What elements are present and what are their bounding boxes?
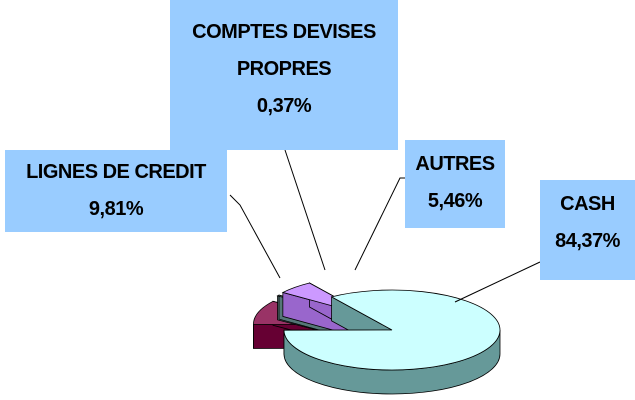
label-box: CASH 84,37% [540,180,635,280]
slice [283,289,501,395]
category-label: LIGNES DE CREDIT [26,161,206,183]
leader-line [284,149,326,271]
leader-line [354,177,408,271]
category-label: CASH [560,193,615,215]
value-label: 9,81% [88,198,144,220]
label-box: COMPTES DEVISES PROPRES 0,37% [170,0,398,150]
slice-top [283,289,501,371]
category-label: AUTRES [415,153,495,175]
value-label: 0,37% [256,95,312,117]
leader-line [229,194,281,279]
label-box: AUTRES 5,46% [405,140,505,228]
category-label: COMPTES DEVISES PROPRES [192,21,376,80]
label-box: LIGNES DE CREDIT 9,81% [5,150,227,232]
value-label: 5,46% [427,190,483,212]
value-label: 84,37% [555,230,620,252]
leader-line [454,261,541,303]
